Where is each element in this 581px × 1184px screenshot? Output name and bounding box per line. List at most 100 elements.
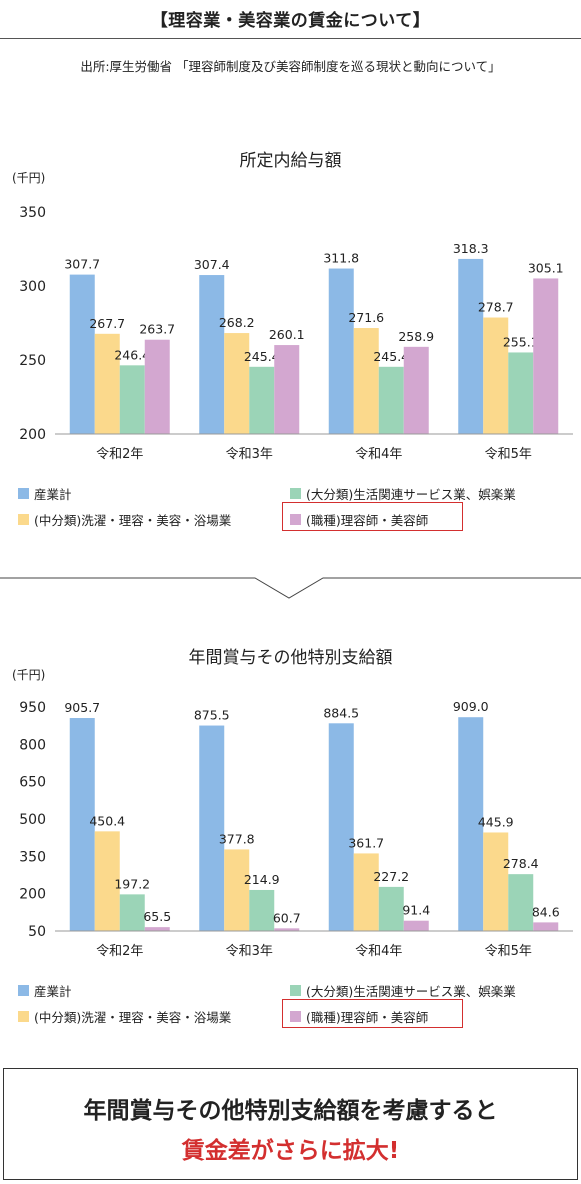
chart2-bar-lifestyle_services — [119, 894, 145, 931]
chart1-bar-laundry_barber — [224, 333, 250, 434]
chart2-bar-laundry_barber — [94, 831, 120, 931]
chart1-data-label: 278.7 — [478, 300, 514, 315]
chart2-unit-label: (千円) — [12, 668, 46, 682]
chart2-data-label: 445.9 — [478, 814, 514, 829]
chart2-legend-swatch — [290, 1011, 301, 1022]
chart2-y-tick-label: 50 — [28, 924, 46, 940]
chart1-data-label: 307.7 — [64, 257, 100, 272]
chart2-data-label: 60.7 — [273, 910, 301, 925]
chart1-y-tick-label: 250 — [19, 353, 46, 369]
chart1-category-label: 令和2年 — [96, 447, 143, 462]
chart1-data-label: 318.3 — [453, 241, 489, 256]
chart2-bar-barber_beautician — [144, 927, 170, 931]
chart1-data-label: 245.4 — [373, 349, 409, 364]
chart2-legend-swatch — [290, 985, 301, 996]
chart2-category-label: 令和2年 — [96, 944, 143, 959]
chart1-y-tick-label: 350 — [19, 205, 46, 221]
page-title: 【理容業・美容業の賃金について】 — [150, 11, 431, 31]
chart2-legend-label: (大分類)生活関連サービス業、娯楽業 — [306, 984, 516, 999]
chart2-data-label: 909.0 — [453, 699, 489, 714]
chart1-legend-item-industry_total: 産業計 — [18, 484, 72, 503]
chart1-legend-label: 産業計 — [34, 487, 72, 502]
chart1-legend-label: (中分類)洗濯・理容・美容・浴場業 — [34, 513, 232, 528]
chart2-legend-label: (職種)理容師・美容師 — [306, 1010, 429, 1025]
chart1-data-label: 267.7 — [89, 316, 125, 331]
chart1-data-label: 268.2 — [219, 315, 255, 330]
chart2-legend-swatch — [18, 985, 29, 996]
chart2-legend-item-barber_beautician: (職種)理容師・美容師 — [290, 1007, 428, 1026]
chart1-y-tick-label: 200 — [19, 427, 46, 443]
header-divider — [0, 38, 581, 39]
chart2-legend-item-lifestyle_services: (大分類)生活関連サービス業、娯楽業 — [290, 981, 516, 1000]
chart2-legend-highlight-box — [282, 999, 463, 1028]
chart1-legend-item-laundry_barber: (中分類)洗濯・理容・美容・浴場業 — [18, 510, 231, 529]
chart1-bar-laundry_barber — [94, 333, 120, 434]
chart1-legend-swatch — [18, 514, 29, 525]
chart2-data-label: 278.4 — [503, 856, 539, 871]
chart1-bar-industry_total — [69, 274, 95, 434]
chart2-data-label: 214.9 — [244, 872, 280, 887]
chart2-y-tick-label: 800 — [19, 737, 46, 753]
chart1-legend-label: (大分類)生活関連サービス業、娯楽業 — [306, 487, 516, 502]
chart1-bar-industry_total — [458, 258, 484, 434]
chart2-legend-label: (中分類)洗濯・理容・美容・浴場業 — [34, 1010, 232, 1025]
chart1-bar-laundry_barber — [483, 317, 509, 434]
source-citation: 出所:厚生労働省 「理容師制度及び美容師制度を巡る現状と動向について」 — [80, 59, 501, 74]
chart1-bar-industry_total — [328, 268, 354, 434]
chart1-bar-lifestyle_services — [378, 366, 404, 434]
chart1-legend-item-barber_beautician: (職種)理容師・美容師 — [290, 510, 428, 529]
chart2-bar-barber_beautician — [274, 928, 300, 931]
chart2-bar-lifestyle_services — [249, 889, 275, 931]
chart2-title: 年間賞与その他特別支給額 — [188, 648, 393, 668]
chart1-bar-laundry_barber — [353, 328, 379, 434]
chart2-data-label: 875.5 — [194, 708, 230, 723]
chart2-category-label: 令和5年 — [485, 944, 532, 959]
chart2-bar-laundry_barber — [353, 853, 379, 931]
section-divider-arrow — [0, 577, 581, 599]
chart2-bar-lifestyle_services — [378, 886, 404, 931]
chart2-data-label: 197.2 — [114, 876, 150, 891]
chart2-data-label: 91.4 — [402, 903, 430, 918]
chart2-legend-item-laundry_barber: (中分類)洗濯・理容・美容・浴場業 — [18, 1007, 231, 1026]
chart2-bar-lifestyle_services — [508, 874, 534, 931]
chart2-y-tick-label: 350 — [19, 849, 46, 865]
chart1-legend-swatch — [290, 488, 301, 499]
chart1-bar-lifestyle_services — [119, 365, 145, 434]
chart1-y-tick-label: 300 — [19, 279, 46, 295]
chart2-legend-swatch — [18, 1011, 29, 1022]
chart2-y-tick-label: 950 — [19, 700, 46, 716]
chart2-data-label: 450.4 — [89, 813, 125, 828]
chart1-unit-label: (千円) — [12, 171, 46, 185]
chart1-bar-barber_beautician — [274, 345, 300, 434]
chart2-data-label: 377.8 — [219, 831, 255, 846]
chart2-data-label: 227.2 — [373, 869, 409, 884]
chart1-data-label: 263.7 — [139, 322, 175, 337]
chart1-data-label: 307.4 — [194, 257, 230, 272]
chart1-legend-label: (職種)理容師・美容師 — [306, 513, 429, 528]
chart1-data-label: 311.8 — [323, 251, 359, 266]
chart1-category-label: 令和4年 — [355, 447, 402, 462]
conclusion-text: 年間賞与その他特別支給額を考慮すると — [83, 1098, 498, 1124]
chart1-bar-barber_beautician — [403, 346, 429, 434]
chart2-data-label: 884.5 — [323, 705, 359, 720]
chart2-data-label: 905.7 — [64, 700, 100, 715]
chart1-bar-lifestyle_services — [249, 366, 275, 434]
chart2-bar-industry_total — [458, 717, 484, 931]
chart1-data-label: 258.9 — [398, 329, 434, 344]
chart1-legend-item-lifestyle_services: (大分類)生活関連サービス業、娯楽業 — [290, 484, 516, 503]
chart1-bar-industry_total — [199, 275, 225, 434]
chart2-bar-laundry_barber — [483, 832, 509, 931]
chart1-category-label: 令和3年 — [226, 447, 273, 462]
chart1-data-label: 305.1 — [528, 260, 564, 275]
chart2-bar-industry_total — [69, 718, 95, 931]
chart2-y-tick-label: 200 — [19, 887, 46, 903]
chart2-category-label: 令和4年 — [355, 944, 402, 959]
chart2-bar-barber_beautician — [533, 922, 559, 931]
chart2-legend-item-industry_total: 産業計 — [18, 981, 72, 1000]
chart2-data-label: 65.5 — [143, 909, 171, 924]
chart2-legend-label: 産業計 — [34, 984, 72, 999]
chart1-data-label: 245.4 — [244, 349, 280, 364]
chart1-category-label: 令和5年 — [485, 447, 532, 462]
chart2-data-label: 361.7 — [348, 835, 384, 850]
chart1-salary-bar-chart: 200 250 300 350 307.7 267.7 246.4 263.7 令和2年 307.… — [19, 205, 573, 462]
